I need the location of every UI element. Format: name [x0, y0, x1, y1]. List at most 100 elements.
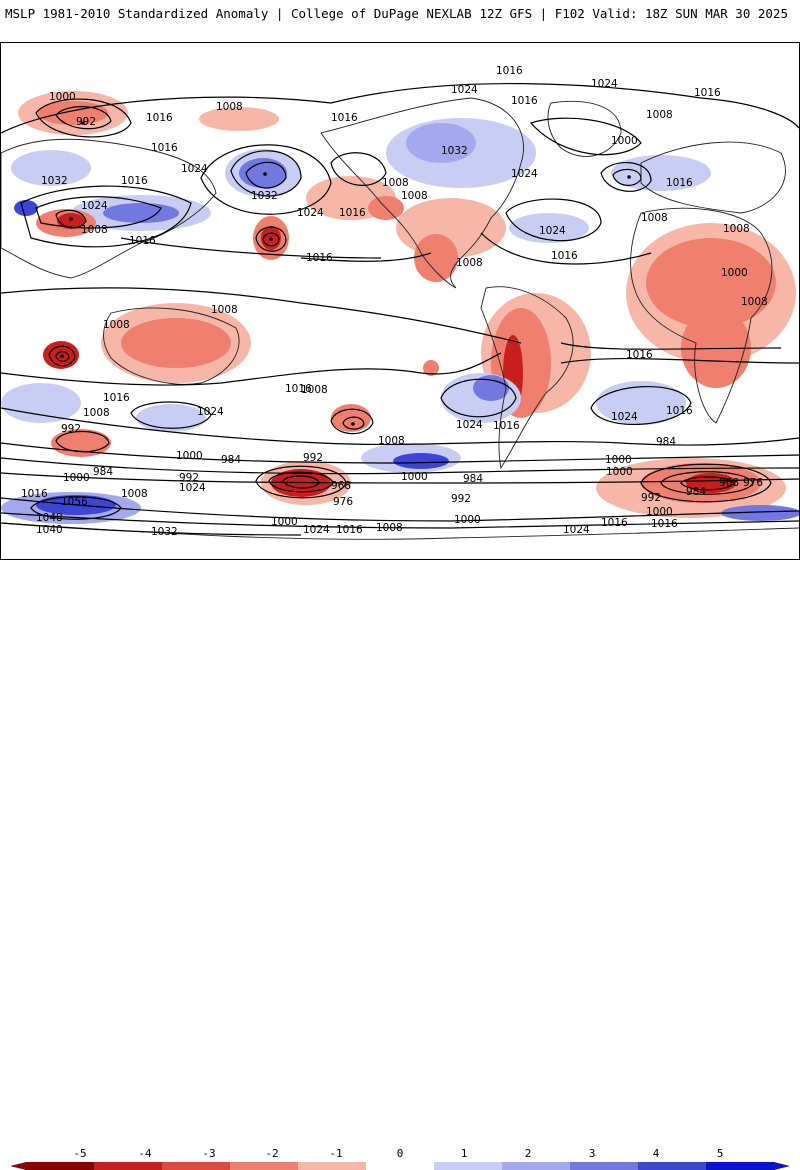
- anomaly-pos-central-asia: [11, 150, 91, 186]
- coast-asia: [1, 138, 217, 279]
- isobar-label: 1048: [36, 512, 63, 524]
- anomaly-pos-atlantic-subtrop: [509, 213, 589, 243]
- isobar-label: 1000: [611, 135, 638, 147]
- isobar-label: 1016: [694, 87, 721, 99]
- isobar-label: 1008: [456, 257, 483, 269]
- anomaly-pos-antarctic-east: [721, 505, 799, 521]
- legend-tick: -2: [265, 1147, 279, 1160]
- coast-north-america: [320, 97, 524, 289]
- anomaly-neg-south-pacific-small: [423, 360, 439, 376]
- isobar-label: 992: [179, 472, 199, 484]
- isobar-s-east-low-3: [680, 476, 735, 491]
- product-title: MSLP 1981-2010 Standardized Anomaly | Co…: [5, 6, 472, 21]
- coast-greenland: [547, 100, 622, 157]
- map-panel: 1000 992 1008 1016 1016 1032 1016 1024 1…: [0, 42, 800, 560]
- isobar-label: 992: [76, 116, 96, 128]
- isobar-label: 1000: [721, 267, 748, 279]
- legend-tick: 3: [588, 1147, 596, 1160]
- isobar-label: 976: [743, 477, 763, 489]
- colorbar-segment: [162, 1162, 231, 1170]
- isobar-label: 1024: [303, 524, 330, 536]
- isobar-equator-1008-east: [560, 342, 782, 350]
- isobar-label: 1000: [605, 454, 632, 466]
- anomaly-pos-south-indian: [596, 381, 686, 425]
- isobar-antarctic-1000: [1, 497, 799, 522]
- colorbar-segment: [706, 1162, 775, 1170]
- world-map-svg: 1000 992 1008 1016 1016 1032 1016 1024 1…: [1, 65, 799, 540]
- legend-tick: -3: [202, 1147, 216, 1160]
- isobar-label: 1016: [493, 420, 520, 432]
- isobar-label: 1024: [511, 168, 538, 180]
- isobar-label: 984: [221, 454, 241, 466]
- colorbar-segment: [366, 1162, 435, 1170]
- colorbar-legend: -5 -4 -3 -2 -1 0 1 2 3 4 5: [0, 572, 800, 1170]
- isobar-s-indian-high: [590, 386, 692, 425]
- coast-africa: [630, 207, 773, 424]
- isobar-s-east-low-2: [660, 471, 754, 495]
- colorbar-segment: [570, 1162, 639, 1170]
- isobar-labels: 1000 992 1008 1016 1016 1032 1016 1024 1…: [21, 65, 768, 538]
- isobar-label: 1000: [176, 450, 203, 462]
- isobar-label: 1008: [211, 304, 238, 316]
- model-run-title: 12Z GFS | F102 Valid: 18Z SUN MAR 30 202…: [479, 6, 788, 21]
- center-dot: [351, 422, 355, 426]
- center-dot: [269, 237, 273, 241]
- colorbar-segment: [230, 1162, 299, 1170]
- isobar-iceland-low-inner: [612, 168, 642, 186]
- pressure-centers: [60, 121, 631, 426]
- legend-tick: -4: [138, 1147, 152, 1160]
- isobar-label: 992: [61, 423, 81, 435]
- center-dot: [81, 121, 85, 125]
- isobar-label: 1000: [454, 514, 481, 526]
- colorbar-segment: [94, 1162, 163, 1170]
- isobar-label: 1008: [83, 407, 110, 419]
- colorbar-segment: [298, 1162, 367, 1170]
- isobar-label: 1008: [641, 212, 668, 224]
- center-dot: [263, 172, 267, 176]
- isobar-iceland-low: [600, 162, 652, 192]
- isobar-atlantic-high: [505, 198, 602, 242]
- isobar-s-central-low-3: [282, 475, 320, 489]
- isobar-antarctic-1016: [1, 512, 799, 529]
- colorbar-segment: [502, 1162, 571, 1170]
- isobar-aus-low: [48, 345, 76, 367]
- isobar-label: 1016: [129, 235, 156, 247]
- isobar-label: 1032: [151, 526, 178, 538]
- center-dot: [627, 175, 631, 179]
- title-bar: MSLP 1981-2010 Standardized Anomaly | Co…: [0, 0, 800, 36]
- isobar-label: 984: [686, 486, 706, 498]
- isobar-1016-pacific: [120, 237, 382, 259]
- legend-tick: 0: [396, 1147, 404, 1160]
- isobar-s-1016: [1, 352, 502, 386]
- isobar-s-992: [1, 457, 799, 475]
- isobar-north-1016: [1, 83, 799, 134]
- isobar-label: 1016: [336, 524, 363, 536]
- isobar-label: 1024: [539, 225, 566, 237]
- coast-australia: [103, 307, 240, 385]
- isobar-north-high: [230, 150, 302, 197]
- isobar-label: 984: [93, 466, 113, 478]
- isobar-label: 1008: [378, 435, 405, 447]
- anomaly-neg-indian-subtropic: [331, 404, 371, 432]
- colorbar-segment: [638, 1162, 707, 1170]
- isobar-label: 1016: [601, 517, 628, 529]
- isobar-label: 992: [303, 452, 323, 464]
- isobar-label: 992: [451, 493, 471, 505]
- isobar-label: 1008: [382, 177, 409, 189]
- isobar-label: 1016: [21, 488, 48, 500]
- isobar-label: 968: [719, 477, 739, 489]
- isobar-s-1008: [1, 407, 799, 446]
- isobar-label: 1008: [401, 190, 428, 202]
- legend-tick: -5: [73, 1147, 87, 1160]
- isobars: [1, 83, 799, 536]
- legend-tick: -1: [329, 1147, 343, 1160]
- isobar-antarctic-high: [30, 496, 122, 520]
- isobar-label: 1024: [611, 411, 638, 423]
- coast-south-america: [480, 286, 574, 470]
- center-dot: [69, 217, 73, 221]
- center-dot: [60, 354, 64, 358]
- isobar-label: 1016: [121, 175, 148, 187]
- isobar-greenland: [529, 117, 642, 156]
- colorbar-arrow-left: [10, 1162, 26, 1170]
- colorbar: [10, 1162, 790, 1170]
